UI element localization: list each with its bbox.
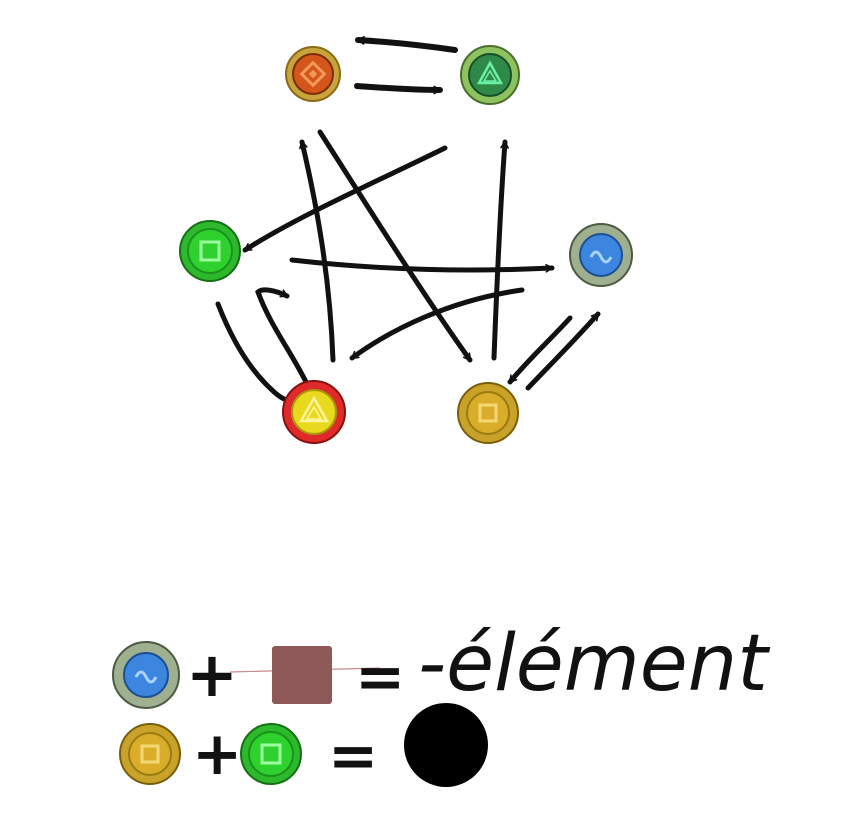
plus-sign: + [186, 638, 238, 711]
arrows-group [215, 35, 601, 407]
arrow-green-to-blue [289, 257, 555, 273]
black-circle-result [404, 703, 488, 787]
arrow-red-to-green [255, 287, 309, 385]
nodes-group [179, 45, 633, 444]
orange-diamond-orb [285, 46, 341, 102]
arrow-lightgreen-to-green [242, 145, 448, 253]
arrow-gold-to-blue [525, 311, 601, 391]
arrow-gold-to-lightgreen [491, 139, 509, 361]
equals-sign: = [328, 721, 378, 791]
arrow-lightgreen-to-orange [355, 35, 458, 53]
equals-sign: = [355, 642, 405, 712]
blue-wave-orb [112, 641, 180, 709]
blue-wave-orb [569, 223, 633, 287]
green-square-orb [179, 220, 241, 282]
result-label: -élément [418, 619, 770, 709]
square-icon [260, 743, 282, 765]
arrow-red-to-orange [299, 139, 336, 363]
lightgreen-triangle-orb [460, 45, 520, 105]
arrow-orange-to-gold [317, 129, 473, 363]
square-icon [140, 744, 160, 764]
square-icon [478, 403, 498, 423]
gold-square-orb [457, 382, 519, 444]
equation-row-2: + = [119, 703, 488, 791]
diamond-icon [299, 60, 327, 88]
gold-square-orb [119, 723, 181, 785]
arrow-green-to-red [215, 301, 300, 407]
triangle-icon [298, 395, 330, 423]
arrow-blue-to-gold [507, 315, 573, 385]
plus-sign: + [192, 719, 242, 789]
mystery-element-square [272, 646, 332, 704]
green-square-orb [240, 723, 302, 785]
wave-icon [134, 670, 158, 684]
equation-row-1: + = -élément [112, 619, 770, 712]
wave-icon [589, 250, 613, 264]
arrow-orange-to-lightgreen [354, 83, 443, 95]
square-icon [199, 240, 221, 262]
triangle-icon [476, 60, 504, 85]
red-yellow-triangle-orb [282, 380, 346, 444]
